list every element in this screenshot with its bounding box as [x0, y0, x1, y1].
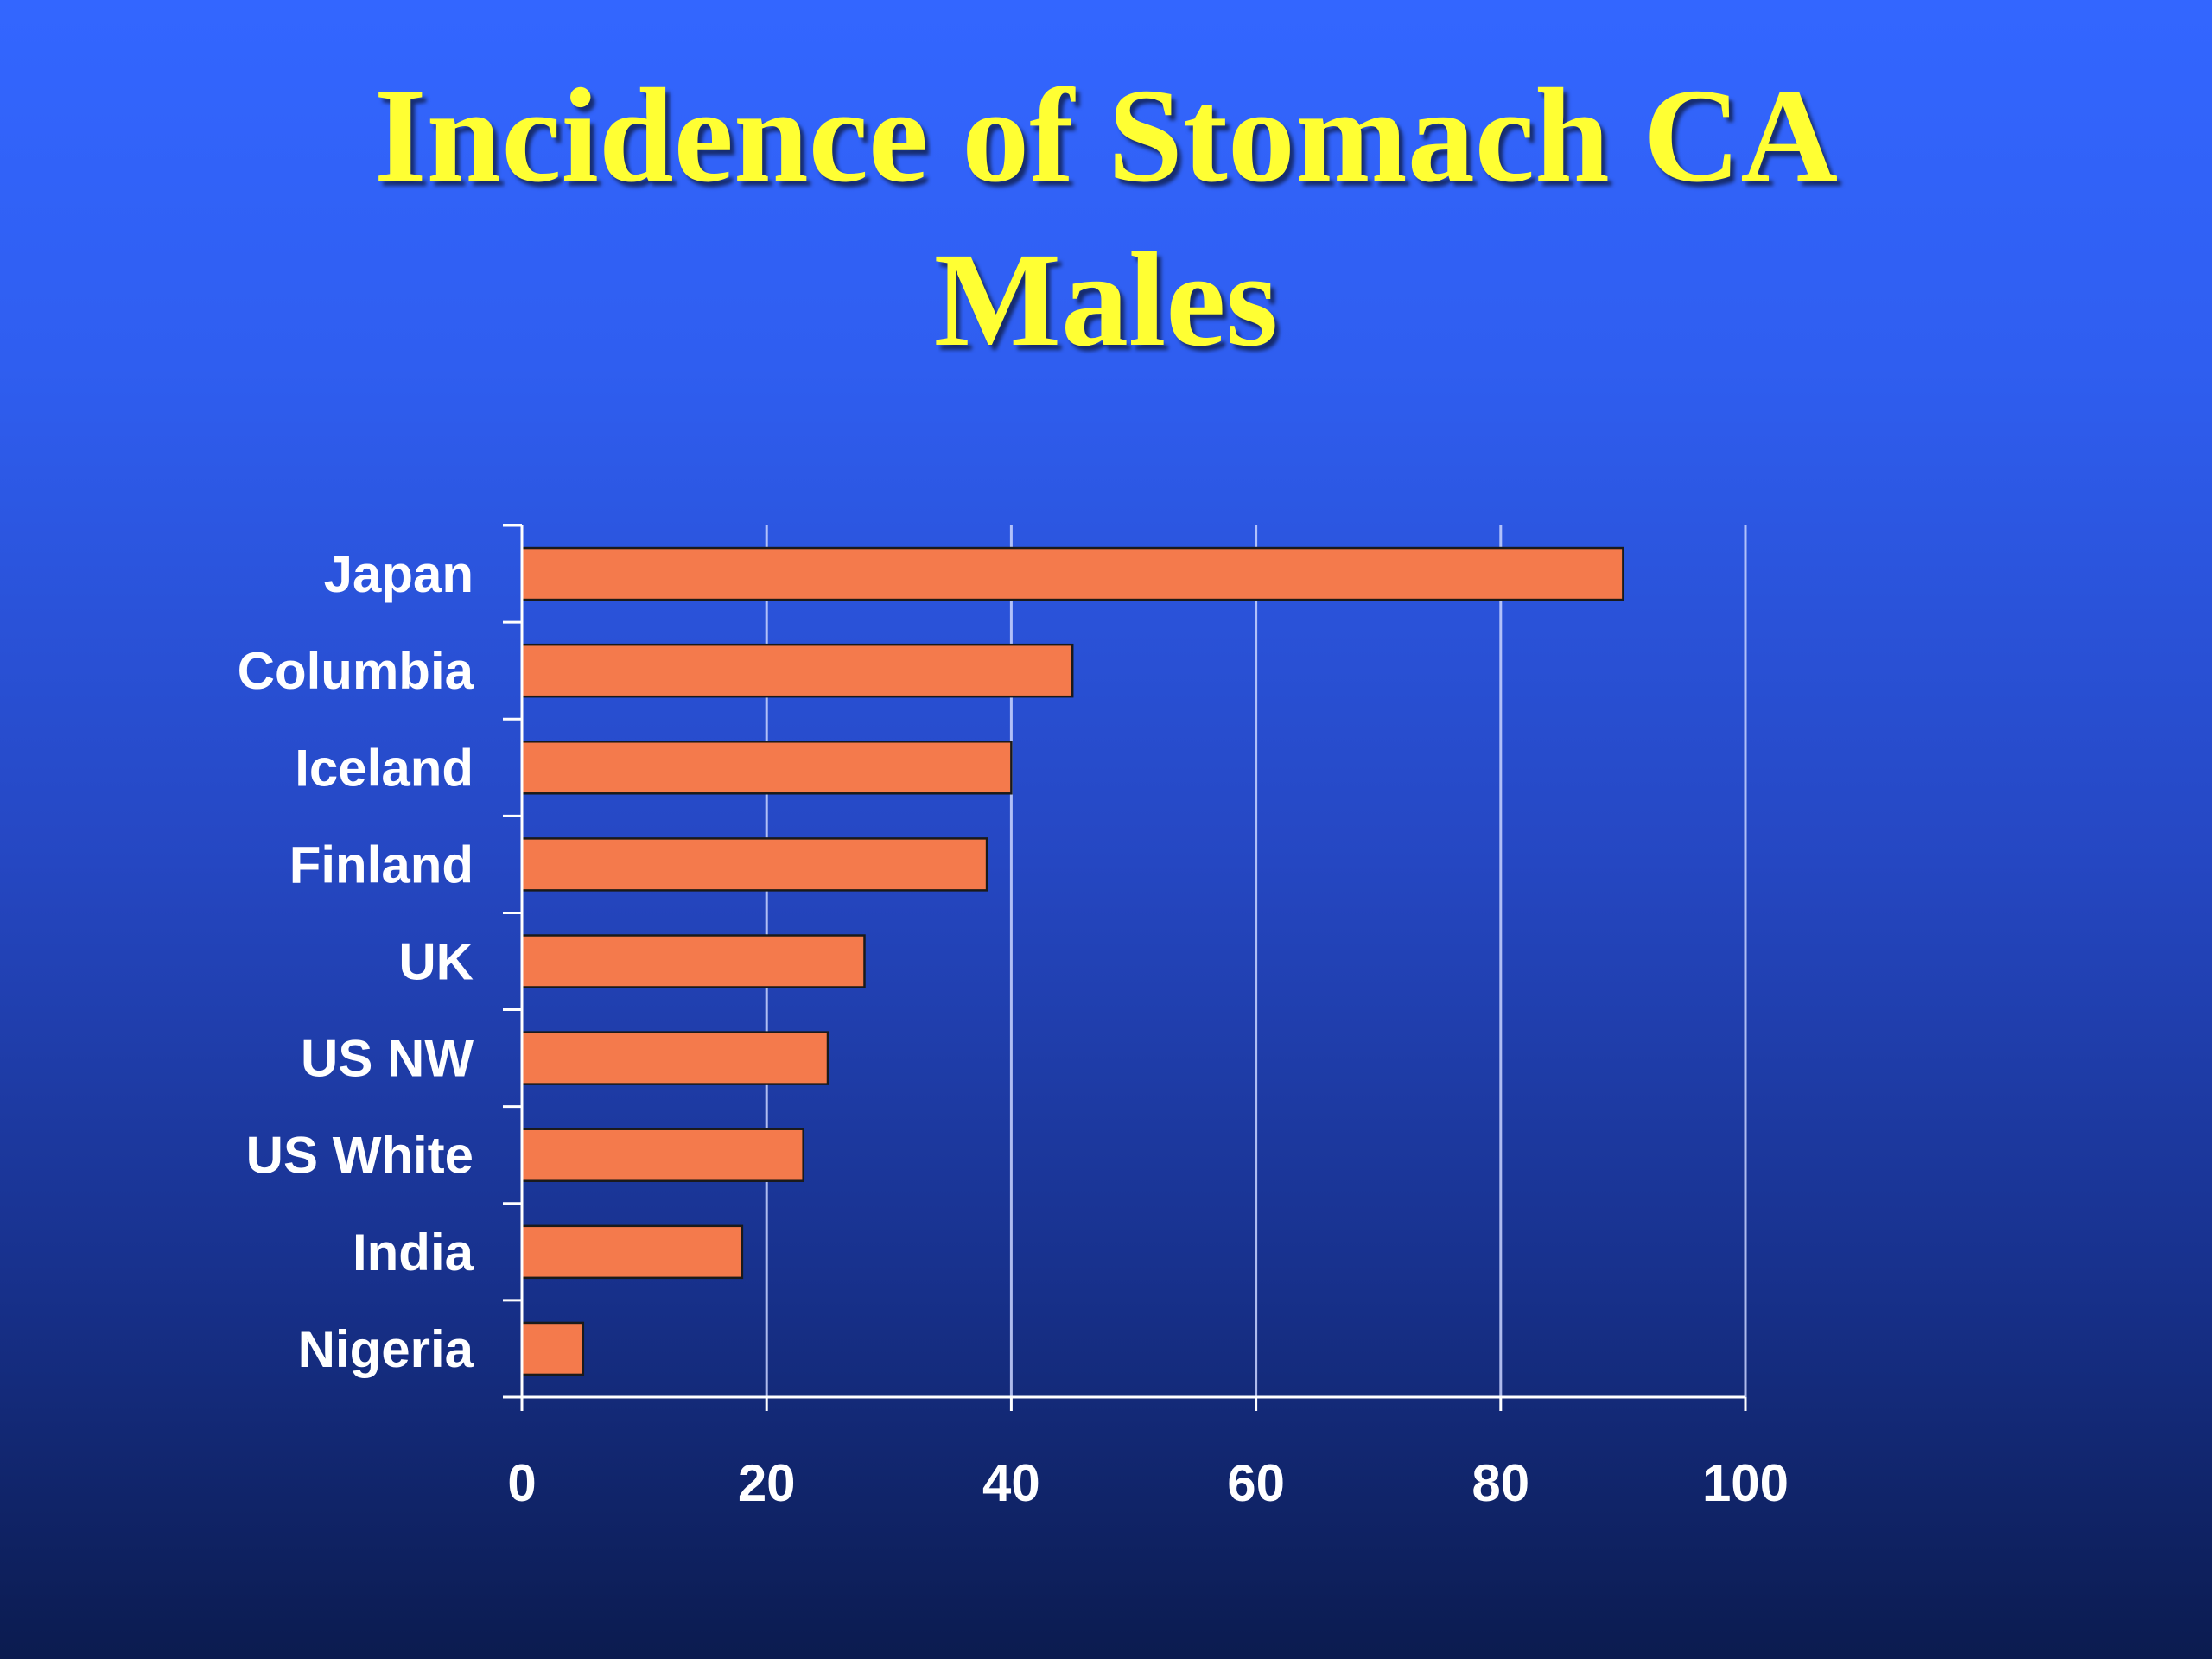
- x-tick-label-0: 0: [507, 1454, 536, 1512]
- title-line-2: Males: [933, 225, 1279, 374]
- axes: [503, 524, 1747, 1411]
- category-label-us-nw: US NW: [301, 1030, 474, 1088]
- bar-columbia: [520, 643, 1074, 698]
- bar-us-nw: [520, 1031, 830, 1085]
- bar-nigeria: [520, 1321, 585, 1376]
- x-tick-label-100: 100: [1702, 1454, 1789, 1512]
- bar-japan: [520, 546, 1624, 601]
- x-tick-label-40: 40: [982, 1454, 1040, 1512]
- category-label-finland: Finland: [289, 836, 474, 893]
- bar-finland: [520, 837, 988, 892]
- tick-labels: 0 20 40 60 80 100: [507, 1454, 1789, 1512]
- bar-iceland: [520, 741, 1013, 795]
- category-label-nigeria: Nigeria: [298, 1320, 474, 1378]
- category-label-india: India: [353, 1224, 474, 1281]
- bar-us-white: [520, 1128, 804, 1182]
- title-line-1: Incidence of Stomach CA: [373, 60, 1839, 210]
- category-label-us-white: US White: [246, 1127, 474, 1185]
- x-tick-label-80: 80: [1471, 1454, 1529, 1512]
- category-label-japan: Japan: [324, 545, 474, 603]
- category-label-uk: UK: [398, 933, 474, 991]
- x-tick-label-60: 60: [1227, 1454, 1285, 1512]
- category-label-iceland: Iceland: [295, 739, 474, 797]
- slide-title: Incidence of Stomach CA Males: [0, 54, 2212, 382]
- category-label-columbia: Columbia: [238, 642, 474, 700]
- x-tick-label-20: 20: [738, 1454, 796, 1512]
- category-labels: Japan Columbia Iceland Finland UK US NW US Whi…: [238, 545, 474, 1378]
- bar-uk: [520, 934, 866, 988]
- bar-india: [520, 1224, 744, 1280]
- bars: [520, 546, 1624, 1376]
